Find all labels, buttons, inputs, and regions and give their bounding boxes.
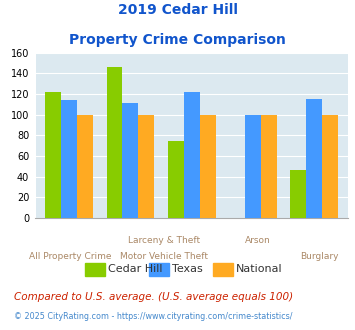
Bar	[322, 115, 338, 218]
Text: Property Crime Comparison: Property Crime Comparison	[69, 33, 286, 47]
Text: Burglary: Burglary	[301, 252, 339, 261]
Text: Compared to U.S. average. (U.S. average equals 100): Compared to U.S. average. (U.S. average …	[14, 292, 293, 302]
Text: National: National	[236, 264, 283, 274]
Text: © 2025 CityRating.com - https://www.cityrating.com/crime-statistics/: © 2025 CityRating.com - https://www.city…	[14, 312, 293, 321]
Text: Arson: Arson	[245, 236, 270, 245]
Text: Larceny & Theft: Larceny & Theft	[127, 236, 200, 245]
Text: Motor Vehicle Theft: Motor Vehicle Theft	[120, 252, 208, 261]
Bar	[184, 92, 200, 218]
Bar	[122, 103, 138, 218]
Bar	[138, 115, 154, 218]
Bar	[45, 92, 61, 218]
Text: Texas: Texas	[172, 264, 203, 274]
Bar	[306, 99, 322, 218]
Bar	[168, 142, 184, 218]
Bar	[77, 115, 93, 218]
Text: All Property Crime: All Property Crime	[29, 252, 111, 261]
Bar	[290, 170, 306, 218]
Bar	[245, 115, 261, 218]
Text: 2019 Cedar Hill: 2019 Cedar Hill	[118, 3, 237, 17]
Text: Cedar Hill: Cedar Hill	[108, 264, 163, 274]
Bar	[261, 115, 277, 218]
Bar	[200, 115, 215, 218]
Bar	[61, 100, 77, 218]
Bar	[106, 67, 122, 218]
